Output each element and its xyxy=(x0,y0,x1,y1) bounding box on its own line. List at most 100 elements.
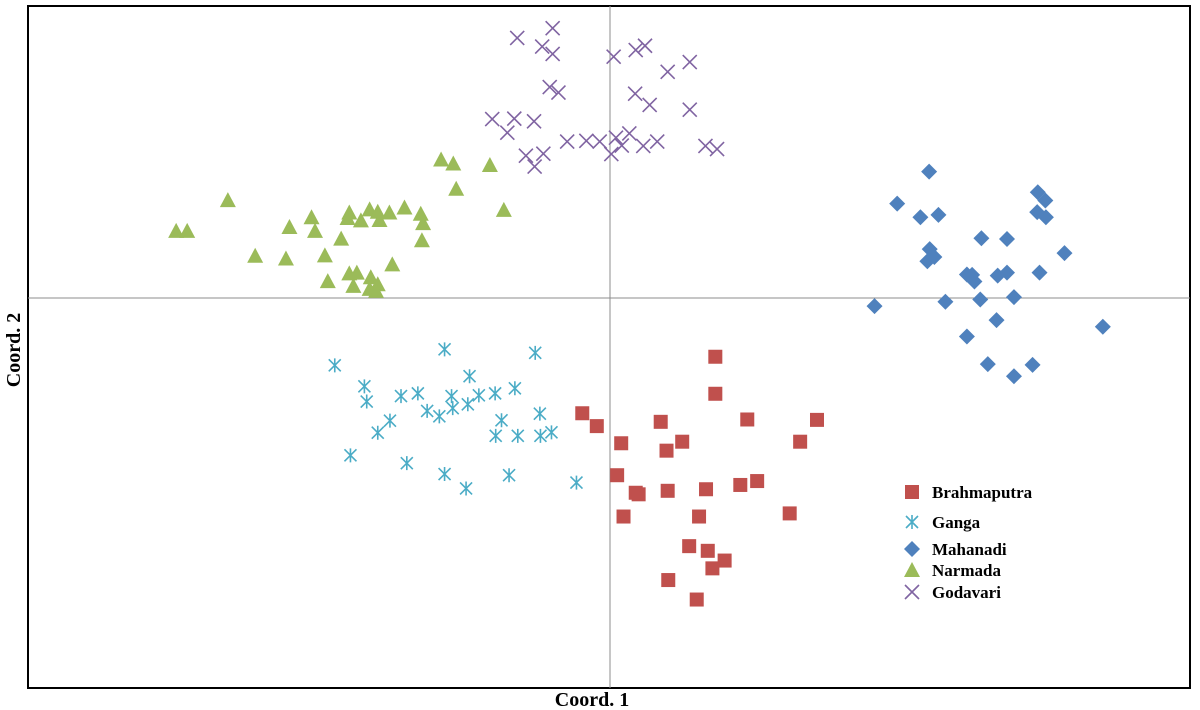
point-narmada xyxy=(219,192,236,208)
y-axis-title: Coord. 2 xyxy=(3,313,25,387)
point-mahanadi xyxy=(1031,264,1048,281)
data-points xyxy=(168,20,1111,607)
point-ganga xyxy=(446,401,460,416)
point-narmada xyxy=(433,151,450,167)
point-brahmaputra xyxy=(809,412,824,427)
point-narmada xyxy=(448,180,465,196)
point-mahanadi xyxy=(979,356,996,373)
legend-item-mahanadi: Mahanadi xyxy=(904,540,1007,559)
point-narmada xyxy=(396,199,413,215)
point-narmada xyxy=(361,280,378,296)
point-brahmaputra xyxy=(660,483,675,498)
point-godavari xyxy=(527,158,543,175)
point-brahmaputra xyxy=(659,443,674,458)
point-godavari xyxy=(559,134,575,150)
point-godavari xyxy=(535,146,551,162)
legend-marker-mahanadi xyxy=(904,541,920,557)
point-godavari xyxy=(642,97,658,113)
point-narmada xyxy=(495,201,512,217)
point-godavari xyxy=(682,102,698,118)
point-mahanadi xyxy=(1037,192,1054,209)
point-godavari xyxy=(682,54,698,70)
point-mahanadi xyxy=(919,253,936,270)
point-godavari xyxy=(534,38,550,55)
point-godavari xyxy=(526,113,542,129)
point-brahmaputra xyxy=(708,386,723,401)
point-ganga xyxy=(489,428,503,443)
point-narmada xyxy=(348,264,365,280)
point-mahanadi xyxy=(988,312,1005,329)
point-ganga xyxy=(528,345,542,360)
point-ganga xyxy=(569,475,584,490)
point-ganga xyxy=(394,389,408,404)
point-brahmaputra xyxy=(661,573,676,588)
point-narmada xyxy=(179,222,196,238)
legend-marker-godavari xyxy=(904,584,920,600)
point-narmada xyxy=(303,209,320,225)
point-godavari xyxy=(542,79,558,95)
point-ganga xyxy=(383,413,397,428)
legend: Brahmaputra Ganga Mahanadi Narmada Godavari xyxy=(904,483,1033,602)
point-narmada xyxy=(316,247,333,263)
point-brahmaputra xyxy=(717,553,732,568)
point-ganga xyxy=(494,413,509,428)
point-mahanadi xyxy=(998,231,1015,248)
point-mahanadi xyxy=(1037,209,1054,226)
point-godavari xyxy=(697,138,714,154)
point-ganga xyxy=(357,379,371,394)
point-godavari xyxy=(578,133,594,149)
point-ganga xyxy=(472,388,486,403)
point-narmada xyxy=(362,269,379,285)
point-godavari xyxy=(592,134,608,150)
point-brahmaputra xyxy=(782,506,797,521)
point-mahanadi xyxy=(958,266,975,283)
point-ganga xyxy=(508,381,522,396)
legend-marker-brahmaputra xyxy=(905,485,919,499)
legend-item-godavari: Godavari xyxy=(904,583,1001,602)
point-ganga xyxy=(544,425,559,440)
point-mahanadi xyxy=(1005,368,1022,385)
point-narmada xyxy=(319,273,336,289)
point-godavari xyxy=(608,130,624,146)
point-narmada xyxy=(481,157,498,173)
point-mahanadi xyxy=(889,195,906,212)
point-narmada xyxy=(345,277,362,293)
point-ganga xyxy=(432,409,446,424)
point-ganga xyxy=(400,456,414,471)
point-narmada xyxy=(371,211,388,227)
point-narmada xyxy=(384,256,401,272)
point-brahmaputra xyxy=(692,509,707,524)
point-mahanadi xyxy=(1094,318,1111,335)
point-brahmaputra xyxy=(793,434,808,449)
point-narmada xyxy=(413,232,430,248)
point-ganga xyxy=(328,358,342,373)
point-narmada xyxy=(333,230,350,246)
point-brahmaputra xyxy=(699,482,714,497)
point-godavari xyxy=(545,20,561,36)
point-brahmaputra xyxy=(708,349,723,364)
point-ganga xyxy=(444,389,459,404)
point-narmada xyxy=(341,204,358,220)
point-mahanadi xyxy=(1005,289,1022,306)
series-ganga xyxy=(328,342,584,496)
point-brahmaputra xyxy=(705,561,720,576)
point-mahanadi xyxy=(1056,245,1073,262)
point-narmada xyxy=(281,218,298,234)
legend-item-ganga: Ganga xyxy=(905,513,981,532)
point-narmada xyxy=(352,212,369,228)
point-godavari xyxy=(484,111,500,127)
series-brahmaputra xyxy=(575,349,824,607)
point-ganga xyxy=(411,386,425,401)
point-godavari xyxy=(635,138,651,154)
point-mahanadi xyxy=(998,264,1015,281)
point-narmada xyxy=(381,204,398,220)
point-brahmaputra xyxy=(675,434,690,449)
point-ganga xyxy=(502,468,516,483)
point-brahmaputra xyxy=(733,477,748,492)
series-narmada xyxy=(168,151,512,298)
point-narmada xyxy=(412,205,429,221)
point-godavari xyxy=(621,125,637,142)
point-brahmaputra xyxy=(614,436,629,451)
point-mahanadi xyxy=(937,293,954,310)
